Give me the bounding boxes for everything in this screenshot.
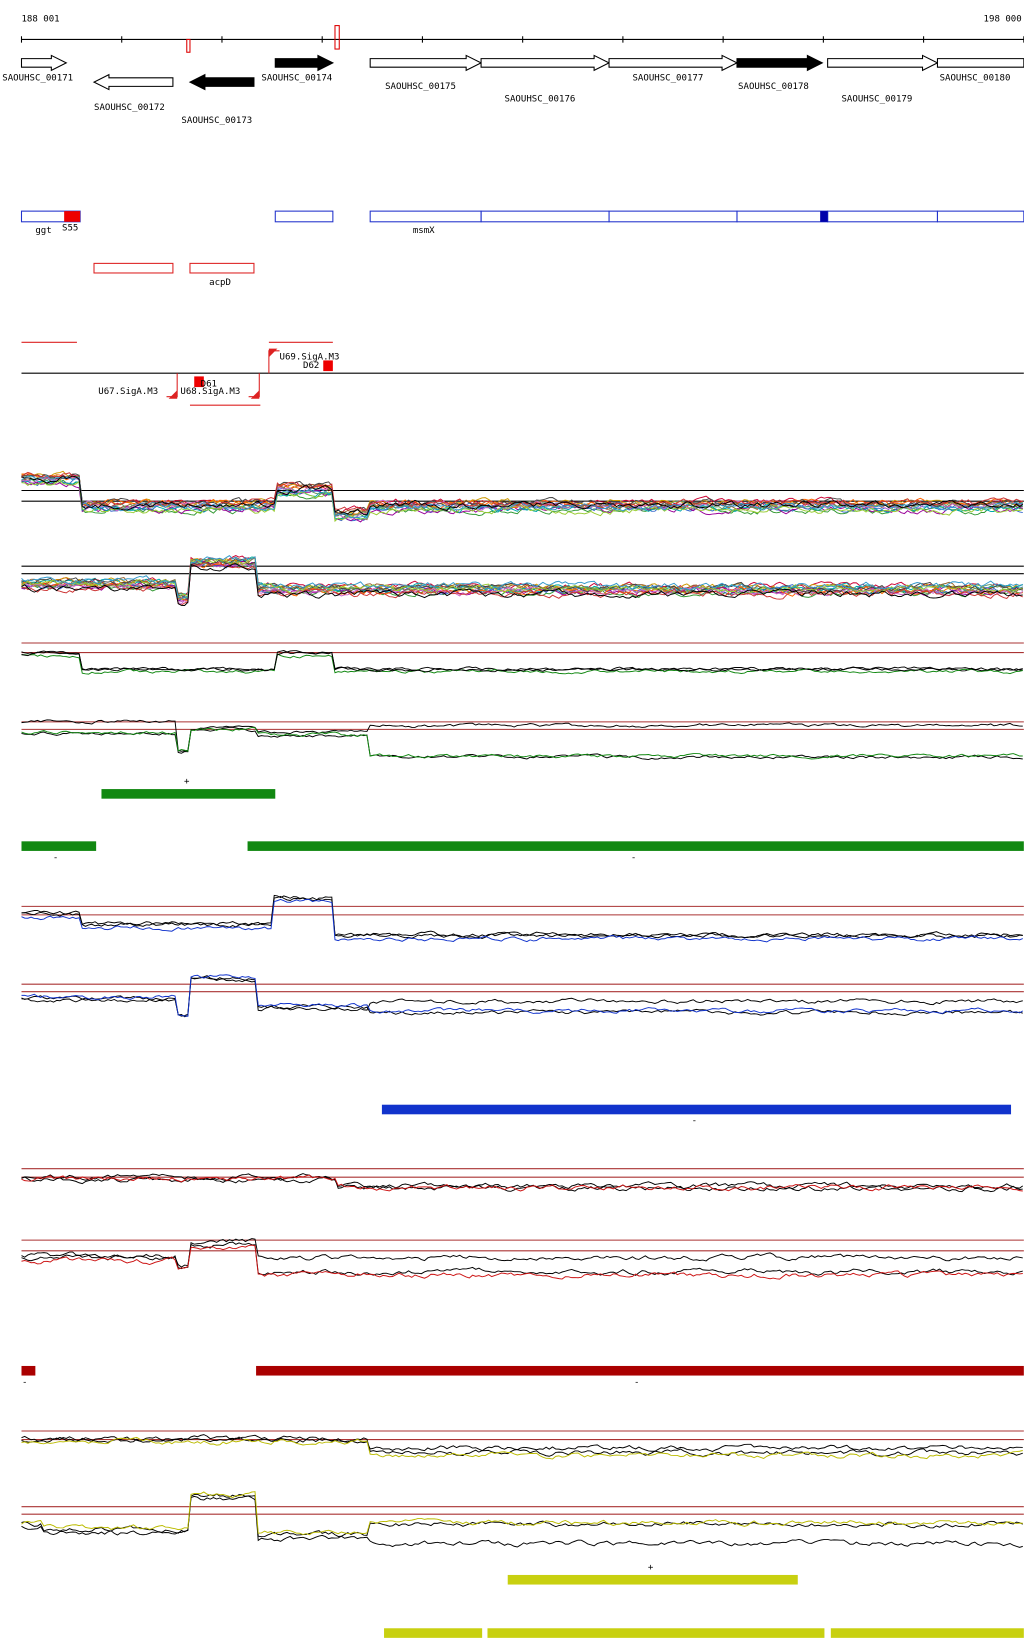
annotation-label: S55 xyxy=(62,224,78,234)
ruler-end: 198 000 xyxy=(984,15,1022,25)
signal-line xyxy=(21,653,1023,675)
annotation-mark xyxy=(64,211,81,222)
segment-bar xyxy=(256,1365,1024,1376)
reg-label: U67.SigA.M3 xyxy=(98,387,158,397)
gene-label: SAOUHSC_00178 xyxy=(738,82,809,92)
gene-arrow xyxy=(608,54,739,72)
signal-line xyxy=(21,563,1023,606)
signal-line xyxy=(21,1238,1023,1270)
reg-label: D61 xyxy=(201,379,217,389)
segment-strand: - xyxy=(692,1116,697,1126)
gene-label: SAOUHSC_00180 xyxy=(940,73,1011,83)
ruler-start: 188 001 xyxy=(21,15,59,25)
segment-strand: - xyxy=(22,1377,27,1387)
segment-strand: + xyxy=(184,777,190,787)
promoter-head xyxy=(168,390,178,399)
segment-bar xyxy=(830,1628,1024,1638)
annotation-mark xyxy=(820,211,828,222)
segment-bar xyxy=(21,841,97,851)
segment-bar xyxy=(507,1574,798,1585)
gene-label: SAOUHSC_00177 xyxy=(632,73,703,83)
promoter-head xyxy=(250,390,260,399)
annotation-label: msmX xyxy=(413,226,435,236)
annotation-box xyxy=(736,210,829,223)
signal-line xyxy=(21,1495,1023,1548)
promoter xyxy=(248,373,260,398)
terminator xyxy=(323,360,333,372)
gene-arrow xyxy=(827,54,939,72)
signal-line xyxy=(21,1434,1023,1452)
gene-label: SAOUHSC_00173 xyxy=(181,116,252,126)
annotation-box xyxy=(827,210,938,223)
signal-line xyxy=(21,974,1024,1017)
segment-strand: - xyxy=(631,853,636,863)
gene-label: SAOUHSC_00176 xyxy=(505,95,576,105)
gene-arrow xyxy=(480,54,611,72)
segment-bar xyxy=(487,1628,825,1638)
signal-line xyxy=(21,726,1023,760)
signal-line xyxy=(21,726,1023,761)
segment-bar xyxy=(381,1104,1012,1115)
gene-arrow xyxy=(188,73,255,91)
signal-line xyxy=(21,479,1023,523)
signal-line xyxy=(21,1436,1023,1460)
signal-line xyxy=(21,477,1023,522)
segment-strand: + xyxy=(648,1563,654,1573)
promoter-head xyxy=(268,348,278,358)
signal-line xyxy=(21,1174,1023,1192)
terminator xyxy=(194,376,204,388)
gene-label: SAOUHSC_00179 xyxy=(841,95,912,105)
signal-line xyxy=(21,478,1023,520)
operon-label: acpD xyxy=(209,278,231,288)
segment-bar xyxy=(247,841,1024,851)
ruler-marker xyxy=(186,38,191,53)
gene-label: SAOUHSC_00171 xyxy=(2,73,73,83)
gene-label: SAOUHSC_00174 xyxy=(261,73,332,83)
annotation-box xyxy=(480,210,610,223)
signal-line xyxy=(21,650,1023,673)
signal-line xyxy=(21,1176,1023,1193)
operon-box xyxy=(189,262,255,274)
signal-line xyxy=(21,719,1023,752)
annotation-box xyxy=(274,210,334,223)
annotation-box xyxy=(608,210,738,223)
gene-arrow xyxy=(736,54,824,72)
signal-line xyxy=(21,898,1023,943)
reg-label: D62 xyxy=(303,361,319,371)
ruler-marker xyxy=(334,25,340,50)
segment-bar xyxy=(21,1365,36,1376)
signal-line xyxy=(21,1493,1023,1538)
segment-strand: - xyxy=(53,853,58,863)
gene-arrow xyxy=(92,73,174,91)
segment-strand: - xyxy=(634,1377,639,1387)
reg-label: U68.SigA.M3 xyxy=(180,387,240,397)
gene-arrow xyxy=(369,54,483,72)
segment-bar xyxy=(101,789,276,799)
gene-label: SAOUHSC_00172 xyxy=(94,103,165,113)
reg-label: U69.SigA.M3 xyxy=(280,353,340,363)
operon-box xyxy=(93,262,174,274)
signal-line xyxy=(21,1491,1023,1536)
gene-arrow xyxy=(274,54,335,72)
signal-line xyxy=(21,895,1023,939)
signal-line xyxy=(21,1434,1023,1458)
annotation-box xyxy=(936,210,1024,223)
segment-bar xyxy=(384,1628,483,1638)
gene-arrow xyxy=(936,58,1024,68)
annotation-label: ggt xyxy=(35,226,51,236)
signal-line xyxy=(21,650,1023,672)
gene-arrow xyxy=(20,54,68,72)
gene-label: SAOUHSC_00175 xyxy=(385,82,456,92)
annotation-box xyxy=(369,210,482,223)
signal-line xyxy=(21,1244,1023,1280)
signal-line xyxy=(21,475,1024,516)
signal-line xyxy=(21,1173,1024,1190)
